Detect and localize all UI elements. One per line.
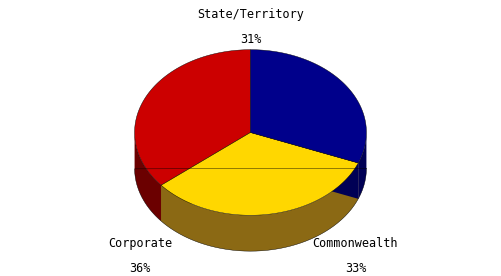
Text: State/Territory: State/Territory [197,8,304,21]
Text: 31%: 31% [240,33,261,46]
Polygon shape [250,132,358,199]
Polygon shape [161,132,250,221]
Polygon shape [358,133,366,199]
Text: 33%: 33% [345,262,366,275]
Text: Commonwealth: Commonwealth [313,237,398,250]
Text: Corporate: Corporate [108,237,172,250]
Polygon shape [161,132,358,215]
Polygon shape [135,50,250,185]
Polygon shape [161,163,358,251]
Text: 36%: 36% [129,262,151,275]
Polygon shape [135,133,161,221]
Polygon shape [250,50,366,163]
Polygon shape [161,132,250,221]
Polygon shape [250,132,358,199]
